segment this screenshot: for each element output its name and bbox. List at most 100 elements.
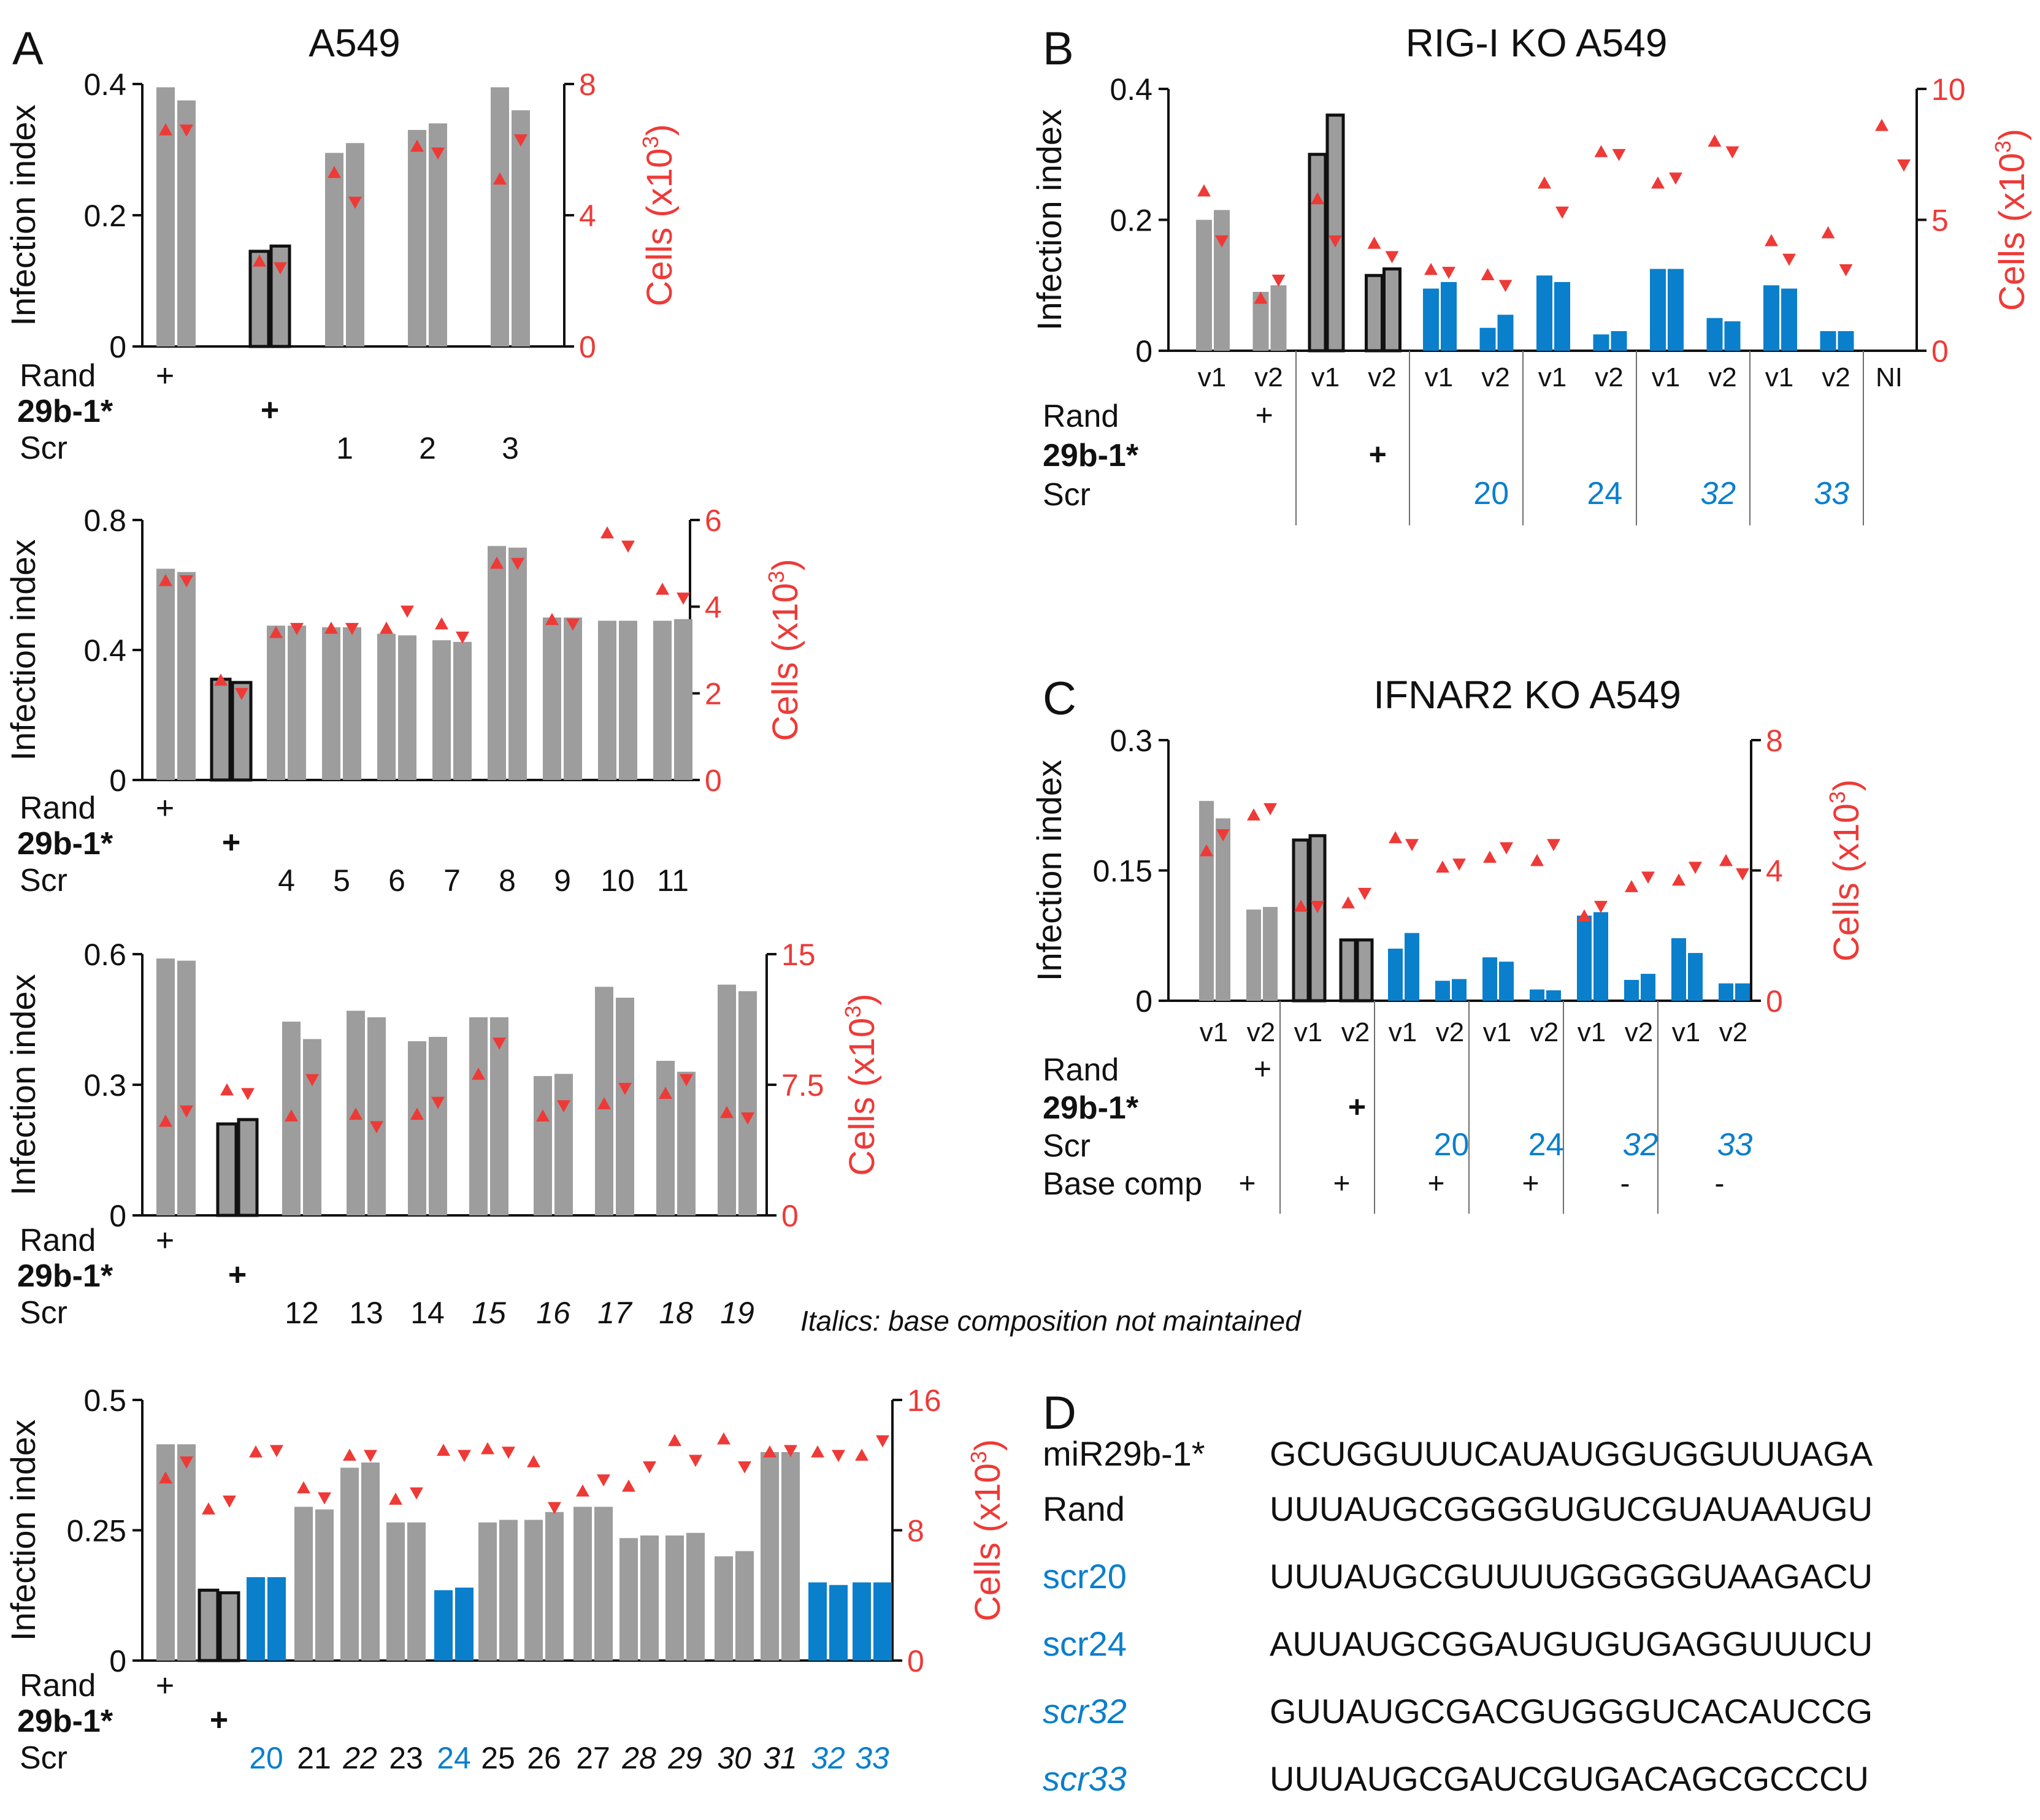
cell-count-marker [1625,880,1638,892]
cell-count-marker [180,1105,193,1118]
bar [656,1060,675,1215]
y-tick-label: 0.15 [1093,854,1152,889]
bar [1650,269,1666,351]
y2-tick-label: 5 [1931,204,1949,238]
rand-plus: + [156,790,174,826]
sub-label-v2: v2 [1708,362,1736,392]
bar [1671,938,1686,1001]
cell-count-marker [1725,146,1739,159]
sub-label-v2: v2 [1436,1017,1464,1047]
rand-plus: + [1254,1052,1271,1086]
y-tick-label: 0.2 [83,199,126,233]
cell-count-marker [1442,267,1455,279]
cell-count-marker [159,123,172,136]
cell-count-marker [1247,808,1260,820]
cell-count-marker [1216,829,1230,842]
italics-note: Italics: base composition not maintained [800,1305,1302,1337]
cell-count-marker [472,1067,485,1080]
mir-plus: + [222,825,240,860]
bar [269,244,291,348]
bar [616,998,634,1215]
y2-tick-label: 8 [907,1514,924,1548]
bar [248,250,270,348]
bar [1577,916,1592,1001]
bar [1820,331,1836,351]
cell-count-marker [566,618,580,631]
y2-tick-label: 0 [579,330,596,364]
scr-label: 24 [437,1741,471,1775]
bar [1216,818,1230,1001]
cell-count-marker [1651,176,1665,189]
scr-label: 12 [285,1296,319,1330]
bar [735,1551,754,1661]
cell-count-marker [290,622,304,635]
bar [1536,275,1552,351]
bar [761,1452,779,1661]
y2-tick-label: 2 [705,677,722,711]
cell-count-marker [1689,862,1702,874]
cell-count-marker [1341,896,1355,909]
bar [156,568,175,780]
cell-count-marker [1669,172,1682,185]
row-label-base-comp: Base comp [1043,1166,1202,1202]
bar [1781,288,1797,351]
sub-label-v2: v2 [1822,362,1850,392]
y2-tick-label: 16 [907,1383,941,1418]
bar [455,1588,474,1661]
bar [1554,281,1570,351]
y2-tick-label: 7.5 [781,1068,824,1103]
bar [377,633,396,780]
bar [478,1522,497,1661]
bar [1499,962,1514,1001]
panel-letter-b: B [1043,23,1074,75]
bar [177,1444,196,1661]
y-tick-label: 0.4 [1110,72,1152,107]
sub-label-v2: v2 [1595,362,1623,392]
bar [1325,113,1345,353]
base-comp-mark: + [1333,1168,1350,1200]
bar [619,1538,638,1661]
cell-count-marker [223,1495,236,1508]
cell-count-marker [202,1502,215,1515]
sequence: AUUAUGCGGAUGUGUGAGGUUUCU [1270,1624,1873,1663]
cell-count-marker [643,1461,656,1474]
cell-count-marker [437,1443,450,1456]
cell-count-marker [410,1487,423,1500]
cell-count-marker [1594,145,1608,158]
cell-count-marker [410,139,424,152]
bar [1452,979,1467,1001]
bar [512,110,530,347]
cell-count-marker [677,592,690,605]
sequence-name: miR29b-1* [1043,1434,1205,1473]
row-label-scr: Scr [20,863,67,898]
sub-label-v2: v2 [1530,1017,1559,1047]
chart-B: 0 0.2 0.4 0 5 10 Infection index Cells (x103) v1… [1030,72,2032,526]
cell-count-marker [1452,858,1466,871]
cells-axis-title: Cells (x103) [966,1439,1008,1621]
sequence-name: scr24 [1043,1624,1127,1663]
y2-tick-label: 15 [781,938,816,972]
scr-label: 10 [600,863,635,898]
scr-label: 1 [336,431,353,465]
sub-label-v1: v1 [1672,1017,1700,1047]
cell-count-marker [1719,854,1733,866]
mir-plus: + [1348,1090,1366,1124]
cell-count-marker [401,605,414,618]
scr-label: 16 [536,1296,570,1330]
bar [1435,981,1450,1001]
bar [267,625,285,780]
cell-count-marker [680,1074,693,1087]
cell-count-marker [659,1087,672,1099]
sub-label-v2: v2 [1481,362,1509,392]
bar [1719,983,1733,1001]
y2-tick-label: 8 [1766,724,1783,758]
cell-count-marker [548,1502,561,1515]
bar [490,1017,508,1215]
row-label-29b: 29b-1* [1043,1090,1139,1126]
row-label-29b: 29b-1* [17,1258,113,1294]
bar [715,1556,733,1661]
bar [1763,285,1779,351]
bar [491,87,509,346]
bar [210,678,232,782]
bar [267,1577,286,1661]
